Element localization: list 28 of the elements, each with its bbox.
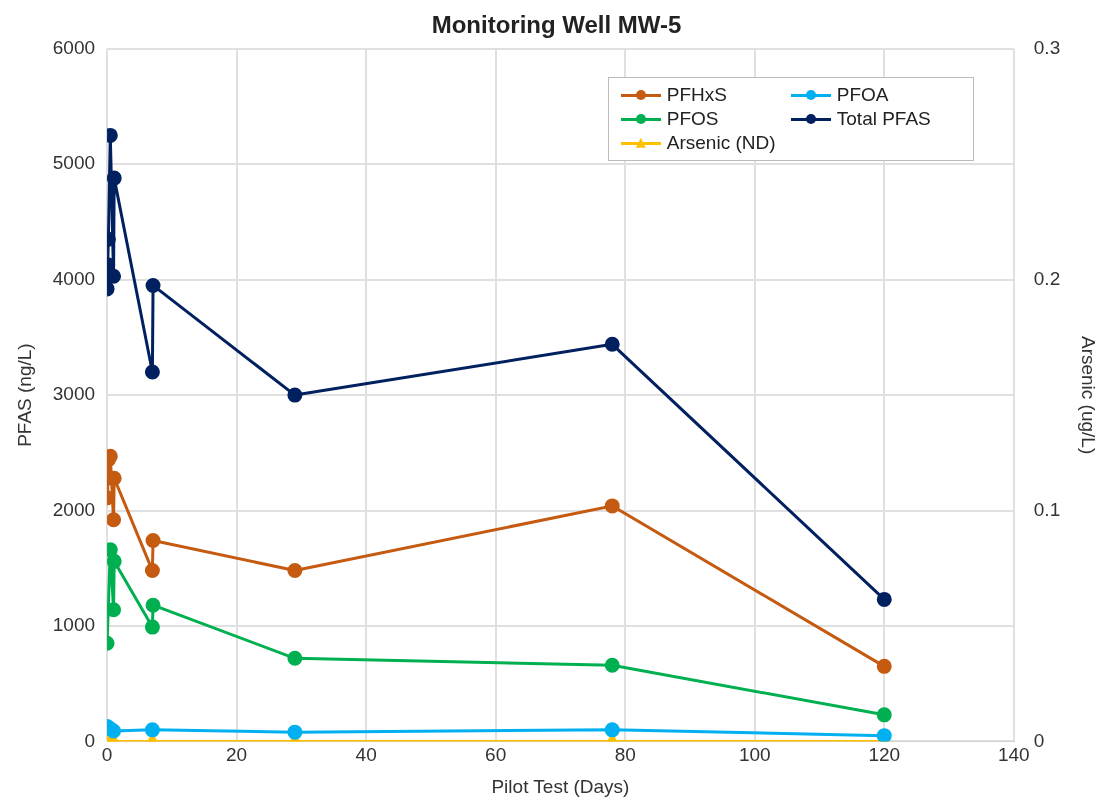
legend-label: PFOS xyxy=(666,107,719,130)
x-tick-label: 100 xyxy=(738,744,771,766)
y-tick-label: 3000 xyxy=(52,383,96,405)
y2-tick-label: 0.2 xyxy=(1033,267,1061,289)
y-tick-label: 1000 xyxy=(52,614,96,636)
y-tick-label: 6000 xyxy=(52,37,96,59)
x-tick-label: 20 xyxy=(226,744,248,766)
chart-title: Monitoring Well MW-5 xyxy=(431,11,682,39)
y-tick-label: 5000 xyxy=(52,152,96,174)
y2-tick-label: 0 xyxy=(1033,729,1045,751)
y2-tick-label: 0.1 xyxy=(1033,498,1061,520)
x-tick-label: 140 xyxy=(997,744,1030,766)
x-axis-title: Pilot Test (Days) xyxy=(491,775,630,797)
x-tick-label: 40 xyxy=(355,744,377,766)
y2-tick-label: 0.3 xyxy=(1033,37,1061,59)
legend-label: PFHxS xyxy=(666,83,727,106)
legend-label: Total PFAS xyxy=(836,107,931,130)
y-axis-title: PFAS (ng/L) xyxy=(13,343,35,447)
legend-label: Arsenic (ND) xyxy=(666,131,776,154)
x-tick-label: 0 xyxy=(101,744,113,766)
x-tick-label: 60 xyxy=(485,744,507,766)
x-tick-label: 120 xyxy=(868,744,901,766)
y-tick-label: 4000 xyxy=(52,267,96,289)
y-tick-label: 0 xyxy=(84,729,96,751)
x-tick-label: 80 xyxy=(614,744,636,766)
y2-axis-title: Arsenic (ug/L) xyxy=(1078,335,1100,455)
y-tick-label: 2000 xyxy=(52,498,96,520)
legend-label: PFOA xyxy=(836,83,889,106)
